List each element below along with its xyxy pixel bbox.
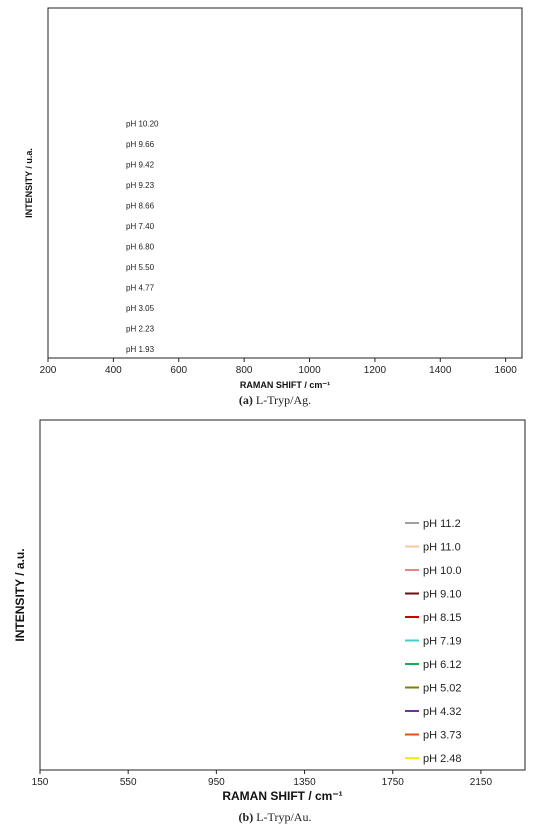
series-label: pH 9.23 [126, 181, 155, 190]
y-axis-title: INTENSITY / a.u. [13, 548, 27, 641]
legend-label: pH 9.10 [423, 589, 462, 601]
x-tick-label: 550 [120, 777, 137, 788]
legend-label: pH 11.0 [423, 542, 461, 554]
x-tick-label: 1350 [293, 777, 316, 788]
series-label: pH 6.80 [126, 243, 155, 252]
x-tick-label: 1600 [495, 365, 518, 376]
x-tick-label: 2150 [470, 777, 493, 788]
x-tick-label: 1400 [429, 365, 452, 376]
x-axis-title: RAMAN SHIFT / cm⁻¹ [240, 380, 330, 390]
series-label: pH 8.66 [126, 202, 155, 211]
chart-panel-a: 200 400 600 800 1000 1200 1400 1600 RAMAN SHIFT … [0, 0, 550, 410]
plot-frame [39, 419, 526, 771]
series-label: pH 5.50 [126, 263, 155, 272]
x-tick-label: 1750 [382, 777, 405, 788]
x-tick-label: 200 [40, 365, 57, 376]
series-label: pH 2.23 [126, 325, 155, 334]
chart-panel-b: 150 550 950 1350 1750 2150 RAMAN SHIFT / cm⁻¹ I… [0, 410, 550, 825]
x-tick-label: 600 [170, 365, 187, 376]
raman-chart-au: 150 550 950 1350 1750 2150 RAMAN SHIFT / cm⁻¹ I… [13, 419, 526, 803]
legend-label: pH 11.2 [423, 518, 461, 530]
legend-label: pH 2.48 [423, 753, 462, 765]
x-axis-title: RAMAN SHIFT / cm⁻¹ [222, 789, 342, 803]
x-tick-label: 1000 [298, 365, 321, 376]
series-label: pH 3.05 [126, 304, 155, 313]
series-label: pH 9.42 [126, 161, 155, 170]
legend-label: pH 7.19 [423, 636, 462, 648]
y-axis-title: INTENSITY / u.a. [24, 148, 34, 218]
x-tick-label: 400 [105, 365, 122, 376]
legend-label: pH 8.15 [423, 612, 462, 624]
plot-frame [47, 7, 523, 359]
series-label: pH 1.93 [126, 345, 155, 354]
caption-a: (a) L-Tryp/Ag. [238, 393, 312, 407]
legend-label: pH 4.32 [423, 706, 462, 718]
series-label: pH 4.77 [126, 284, 155, 293]
series-label: pH 9.66 [126, 140, 155, 149]
raman-chart-ag: 200 400 600 800 1000 1200 1400 1600 RAMAN SHIFT … [24, 7, 523, 390]
legend-label: pH 5.02 [423, 683, 462, 695]
caption-b: (b) L-Tryp/Au. [238, 810, 312, 824]
series-label: pH 7.40 [126, 222, 155, 231]
x-tick-label: 1200 [364, 365, 387, 376]
legend-label: pH 10.0 [423, 565, 462, 577]
x-tick-label: 150 [32, 777, 49, 788]
legend-label: pH 6.12 [423, 659, 462, 671]
series-label: pH 10.20 [126, 120, 159, 129]
x-tick-label: 950 [208, 777, 225, 788]
legend-label: pH 3.73 [423, 730, 462, 742]
x-tick-label: 800 [236, 365, 253, 376]
